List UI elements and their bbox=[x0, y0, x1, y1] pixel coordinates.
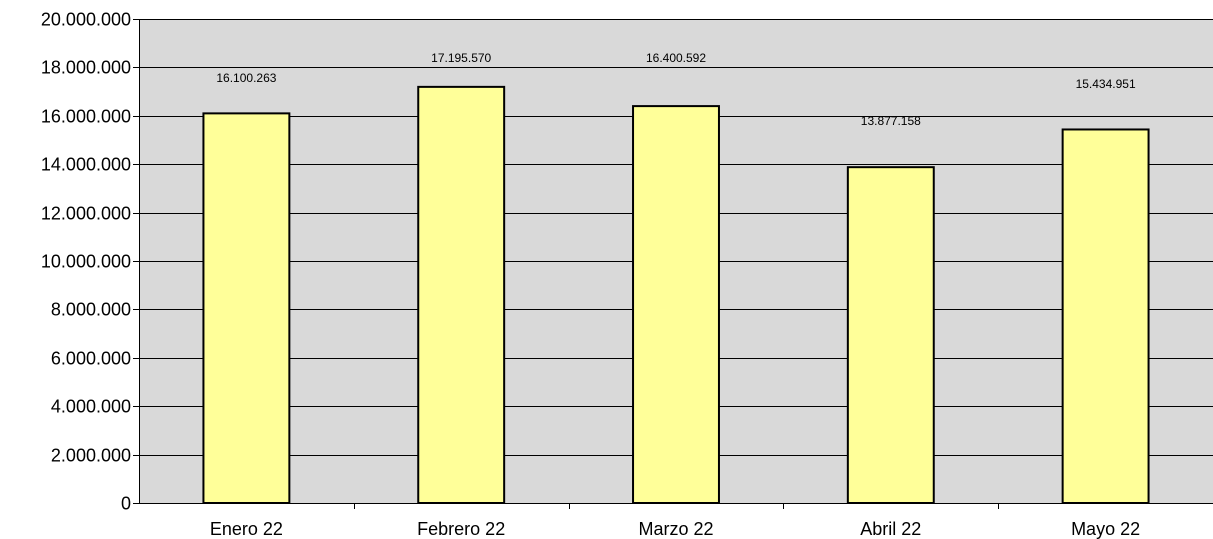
y-tick-label: 12.000.000 bbox=[41, 204, 131, 224]
x-tick-label: Febrero 22 bbox=[417, 519, 505, 539]
bar bbox=[1061, 128, 1150, 504]
y-tick-label: 14.000.000 bbox=[41, 155, 131, 175]
x-tick-label: Mayo 22 bbox=[1071, 519, 1140, 539]
y-tick-label: 8.000.000 bbox=[51, 300, 131, 320]
y-tick-label: 16.000.000 bbox=[41, 107, 131, 127]
x-tick-label: Marzo 22 bbox=[638, 519, 713, 539]
y-tick-label: 20.000.000 bbox=[41, 10, 131, 30]
bar bbox=[846, 166, 935, 504]
x-tick-label: Abril 22 bbox=[860, 519, 921, 539]
bar bbox=[202, 112, 291, 505]
x-axis: Enero 22 Febrero 22 Marzo 22 Abril 22 Mayo 2… bbox=[139, 503, 1213, 539]
x-tick-label: Enero 22 bbox=[210, 519, 283, 539]
bars bbox=[202, 85, 1150, 505]
y-tick-label: 10.000.000 bbox=[41, 252, 131, 272]
data-label: 13.877.158 bbox=[861, 114, 921, 128]
y-axis: 0 2.000.000 4.000.000 6.000.000 8.000.000 10.… bbox=[41, 10, 140, 514]
bar bbox=[417, 85, 506, 504]
y-tick-label: 0 bbox=[121, 494, 131, 514]
y-tick-label: 2.000.000 bbox=[51, 446, 131, 466]
y-tick-label: 4.000.000 bbox=[51, 397, 131, 417]
data-label: 15.434.951 bbox=[1076, 77, 1136, 91]
bar bbox=[632, 105, 720, 504]
y-tick-label: 6.000.000 bbox=[51, 349, 131, 369]
data-label: 17.195.570 bbox=[431, 51, 491, 65]
data-label: 16.400.592 bbox=[646, 51, 706, 65]
data-label: 16.100.263 bbox=[216, 71, 276, 85]
y-tick-label: 18.000.000 bbox=[41, 58, 131, 78]
data-labels: 16.100.263 17.195.570 16.400.592 13.877.158… bbox=[216, 51, 1136, 128]
